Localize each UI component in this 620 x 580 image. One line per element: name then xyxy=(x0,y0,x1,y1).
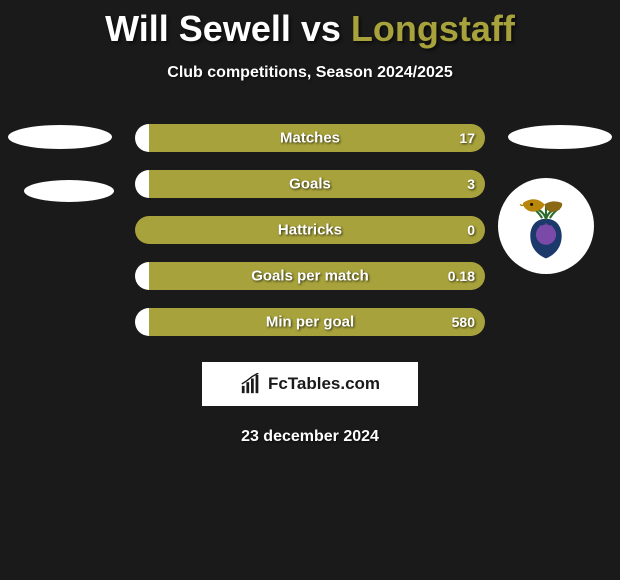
subtitle: Club competitions, Season 2024/2025 xyxy=(0,64,620,82)
vs-text: vs xyxy=(301,8,341,49)
stat-row: Min per goal 580 xyxy=(135,308,485,336)
stat-value-right: 0.18 xyxy=(448,268,475,284)
stat-row: Goals per match 0.18 xyxy=(135,262,485,290)
player1-name: Will Sewell xyxy=(105,8,291,49)
player1-avatar-placeholder xyxy=(8,125,112,149)
stat-bar-left xyxy=(135,308,149,336)
date-text: 23 december 2024 xyxy=(0,428,620,446)
brand-box: FcTables.com xyxy=(202,362,418,406)
stat-value-right: 0 xyxy=(467,222,475,238)
player1-club-placeholder xyxy=(24,180,114,202)
player2-avatar-placeholder xyxy=(508,125,612,149)
stat-label: Goals per match xyxy=(251,268,369,285)
stat-row: Matches 17 xyxy=(135,124,485,152)
stat-value-right: 17 xyxy=(459,130,475,146)
stat-label: Hattricks xyxy=(278,222,342,239)
chart-icon xyxy=(240,373,262,395)
player2-club-crest xyxy=(498,178,594,274)
stat-label: Matches xyxy=(280,130,340,147)
thistle-crest-icon xyxy=(510,190,582,262)
stat-label: Min per goal xyxy=(266,314,354,331)
stat-label: Goals xyxy=(289,176,331,193)
comparison-title: Will Sewell vs Longstaff xyxy=(0,0,620,50)
brand-text: FcTables.com xyxy=(268,374,380,394)
stat-bar-left xyxy=(135,262,149,290)
player2-name: Longstaff xyxy=(351,8,515,49)
stat-value-right: 580 xyxy=(452,314,475,330)
stat-value-right: 3 xyxy=(467,176,475,192)
stat-bar-left xyxy=(135,170,149,198)
stat-row: Goals 3 xyxy=(135,170,485,198)
stat-bar-left xyxy=(135,124,149,152)
stat-row: Hattricks 0 xyxy=(135,216,485,244)
